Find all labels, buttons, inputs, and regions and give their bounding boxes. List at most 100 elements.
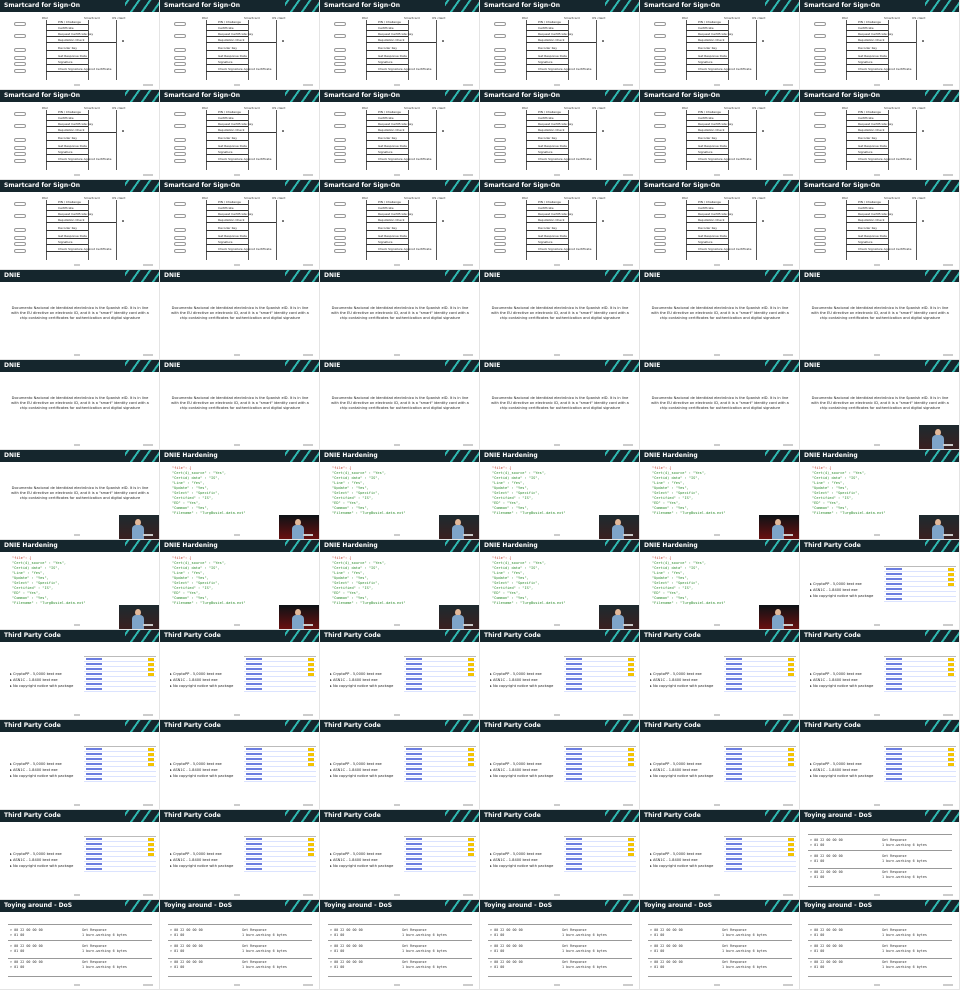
slide-thumbnail[interactable]: Third Party Code ▸ CryptoPP - 5,0000 kext… [640,630,800,720]
slide-thumbnail[interactable]: Smartcard for Sign-On PAU Smartcard OS clie… [320,0,480,90]
apdu-command: > 00 22 00 00 00 [490,960,523,964]
slide-thumbnail[interactable]: Smartcard for Sign-On PAU Smartcard OS clie… [160,180,320,270]
slide-thumbnail[interactable]: DNIE Hardening "file": { "Cert(4)_source"… [480,540,640,630]
row-link [726,778,742,780]
row-link [86,678,102,680]
slide-thumbnail[interactable]: DNIE Hardening "file": { "Cert(4)_source"… [640,450,800,540]
header-stripes-decoration [125,180,159,192]
message-label: PIN / Challenge [858,110,881,114]
slide-thumbnail[interactable]: Third Party Code ▸ CryptoPP - 5,0000 kext… [160,810,320,900]
slide-footer-mark [394,714,400,716]
slide-thumbnail[interactable]: Toying around - DoS > 00 22 00 00 00 > 01 … [0,900,160,990]
slide-thumbnail[interactable]: DNIE Documento Nacional de Identidad elec… [800,270,960,360]
slide-thumbnail[interactable]: Smartcard for Sign-On PAU Smartcard OS clie… [800,180,960,270]
slide-thumbnail[interactable]: Third Party Code ▸ CryptoPP - 5,0000 kext… [800,540,960,630]
slide-thumbnail[interactable]: DNIE Documento Nacional de Identidad elec… [160,360,320,450]
slide-thumbnail[interactable]: Toying around - DoS > 00 22 00 00 00 > 01 … [640,900,800,990]
slide-thumbnail[interactable]: DNIE Hardening "file": { "Cert(4)_source"… [160,450,320,540]
slide-thumbnail[interactable]: DNIE Hardening "file": { "Cert(4)_source"… [320,450,480,540]
slide-thumbnail[interactable]: Toying around - DoS > 00 22 00 00 00 > 01 … [320,900,480,990]
slide-thumbnail[interactable]: DNIE Documento Nacional de Identidad elec… [0,360,160,450]
sequence-message: Certificate [366,26,408,31]
slide-thumbnail[interactable]: DNIE Documento Nacional de Identidad elec… [800,360,960,450]
slide-thumbnail[interactable]: Smartcard for Sign-On PAU Smartcard OS clie… [320,180,480,270]
row-link [406,778,422,780]
slide-thumbnail[interactable]: Smartcard for Sign-On PAU Smartcard OS clie… [640,90,800,180]
slide-thumbnail[interactable]: Smartcard for Sign-On PAU Smartcard OS clie… [640,0,800,90]
bullet-item: ▸ CryptoPP - 5,0000 kext exe [650,852,702,856]
slide-thumbnail[interactable]: DNIE Hardening "file": { "Cert(4)_source"… [480,450,640,540]
slide-page-number-mark [943,534,953,536]
slide-thumbnail[interactable]: Toying around - DoS > 00 22 00 00 00 > 01 … [800,810,960,900]
row-link [246,678,262,680]
slide-thumbnail[interactable]: Toying around - DoS > 00 22 00 00 00 > 01 … [480,900,640,990]
slide-thumbnail[interactable]: Third Party Code ▸ CryptoPP - 5,0000 kext… [640,810,800,900]
sequence-message: Check Signature Against Certificate [846,157,911,162]
slide-thumbnail[interactable]: Third Party Code ▸ CryptoPP - 5,0000 kext… [160,630,320,720]
slide-thumbnail[interactable]: DNIE Documento Nacional de Identidad elec… [640,360,800,450]
slide-thumbnail[interactable]: Smartcard for Sign-On PAU Smartcard OS clie… [160,90,320,180]
slide-thumbnail[interactable]: DNIE Documento Nacional de Identidad elec… [480,360,640,450]
slide-thumbnail[interactable]: Smartcard for Sign-On PAU Smartcard OS clie… [480,180,640,270]
bullet-item: ▸ CryptoPP - 5,0000 kext exe [10,852,62,856]
slide-thumbnail[interactable]: Smartcard for Sign-On PAU Smartcard OS clie… [320,90,480,180]
slide-thumbnail[interactable]: Smartcard for Sign-On PAU Smartcard OS clie… [160,0,320,90]
slide-thumbnail[interactable]: DNIE Documento Nacional de Identidad elec… [160,270,320,360]
slide-cursor-dot [602,40,604,42]
slide-thumbnail[interactable]: DNIE Hardening "file": { "Cert(4)_source"… [160,540,320,630]
slide-thumbnail[interactable]: Smartcard for Sign-On PAU Smartcard OS clie… [800,90,960,180]
speaker-video-thumbnail [599,515,639,539]
slide-thumbnail[interactable]: Third Party Code ▸ CryptoPP - 5,0000 kext… [480,630,640,720]
slide-thumbnail[interactable]: DNIE Hardening "file": { "Cert(4)_source"… [320,540,480,630]
slide-thumbnail[interactable]: Third Party Code ▸ CryptoPP - 5,0000 kext… [0,630,160,720]
slide-thumbnail[interactable]: DNIE Documento Nacional de Identidad elec… [320,270,480,360]
slide-thumbnail[interactable]: Third Party Code ▸ CryptoPP - 5,0000 kext… [800,720,960,810]
message-label: Signature [58,240,73,244]
slide-footer-mark [714,84,720,86]
slide-thumbnail[interactable]: Third Party Code ▸ CryptoPP - 5,0000 kext… [320,810,480,900]
slide-thumbnail[interactable]: DNIE Documento Nacional de Identidad elec… [320,360,480,450]
row-link [86,753,102,755]
slide-thumbnail[interactable]: Third Party Code ▸ CryptoPP - 5,0000 kext… [0,810,160,900]
sequence-message: Get Response Data [366,234,408,239]
row-link [726,863,742,865]
log-separator [328,976,472,977]
table-row [884,752,956,757]
slide-thumbnail[interactable]: DNIE Hardening "file": { "Cert(4)_source"… [0,540,160,630]
message-label: Reputation Check [58,128,85,132]
slide-thumbnail[interactable]: Third Party Code ▸ CryptoPP - 5,0000 kext… [320,630,480,720]
slide-thumbnail[interactable]: Third Party Code ▸ CryptoPP - 5,0000 kext… [800,630,960,720]
slide-thumbnail[interactable]: DNIE Documento Nacional de Identidad elec… [640,270,800,360]
header-stripes-decoration [445,540,479,552]
slide-thumbnail[interactable]: DNIE Documento Nacional de Identidad elec… [0,450,160,540]
slide-thumbnail[interactable]: DNIE Hardening "file": { "Cert(4)_source"… [640,540,800,630]
speaker-figure [132,519,144,539]
apdu-command: > 01 00 [810,843,825,847]
slide-thumbnail[interactable]: DNIE Hardening "file": { "Cert(4)_source"… [800,450,960,540]
slide-thumbnail[interactable]: Smartcard for Sign-On PAU Smartcard OS clie… [800,0,960,90]
table-row [564,762,636,767]
table-row [884,747,956,752]
slide-thumbnail[interactable]: Smartcard for Sign-On PAU Smartcard OS clie… [480,90,640,180]
table-row [884,577,956,582]
slide-thumbnail[interactable]: Smartcard for Sign-On PAU Smartcard OS clie… [0,0,160,90]
slide-thumbnail[interactable]: Third Party Code ▸ CryptoPP - 5,0000 kext… [640,720,800,810]
slide-thumbnail[interactable]: Third Party Code ▸ CryptoPP - 5,0000 kext… [0,720,160,810]
slide-thumbnail[interactable]: Smartcard for Sign-On PAU Smartcard OS clie… [0,180,160,270]
row-link [566,853,582,855]
table-row [564,862,636,867]
bullet-item: ▸ No copyright notice with package [650,684,714,688]
slide-thumbnail[interactable]: Third Party Code ▸ CryptoPP - 5,0000 kext… [160,720,320,810]
diagram-lifeline [568,110,569,170]
slide-thumbnail[interactable]: DNIE Documento Nacional de Identidad elec… [0,270,160,360]
slide-thumbnail[interactable]: Smartcard for Sign-On PAU Smartcard OS clie… [480,0,640,90]
slide-thumbnail[interactable]: Toying around - DoS > 00 22 00 00 00 > 01 … [160,900,320,990]
slide-thumbnail[interactable]: Third Party Code ▸ CryptoPP - 5,0000 kext… [480,810,640,900]
slide-thumbnail[interactable]: Smartcard for Sign-On PAU Smartcard OS clie… [0,90,160,180]
slide-thumbnail[interactable]: Smartcard for Sign-On PAU Smartcard OS clie… [640,180,800,270]
slide-thumbnail[interactable]: DNIE Documento Nacional de Identidad elec… [480,270,640,360]
json-line: "Filename" : "TurgBusiel-data.ext" [12,601,86,605]
slide-thumbnail[interactable]: Toying around - DoS > 00 22 00 00 00 > 01 … [800,900,960,990]
slide-thumbnail[interactable]: Third Party Code ▸ CryptoPP - 5,0000 kext… [320,720,480,810]
slide-thumbnail[interactable]: Third Party Code ▸ CryptoPP - 5,0000 kext… [480,720,640,810]
